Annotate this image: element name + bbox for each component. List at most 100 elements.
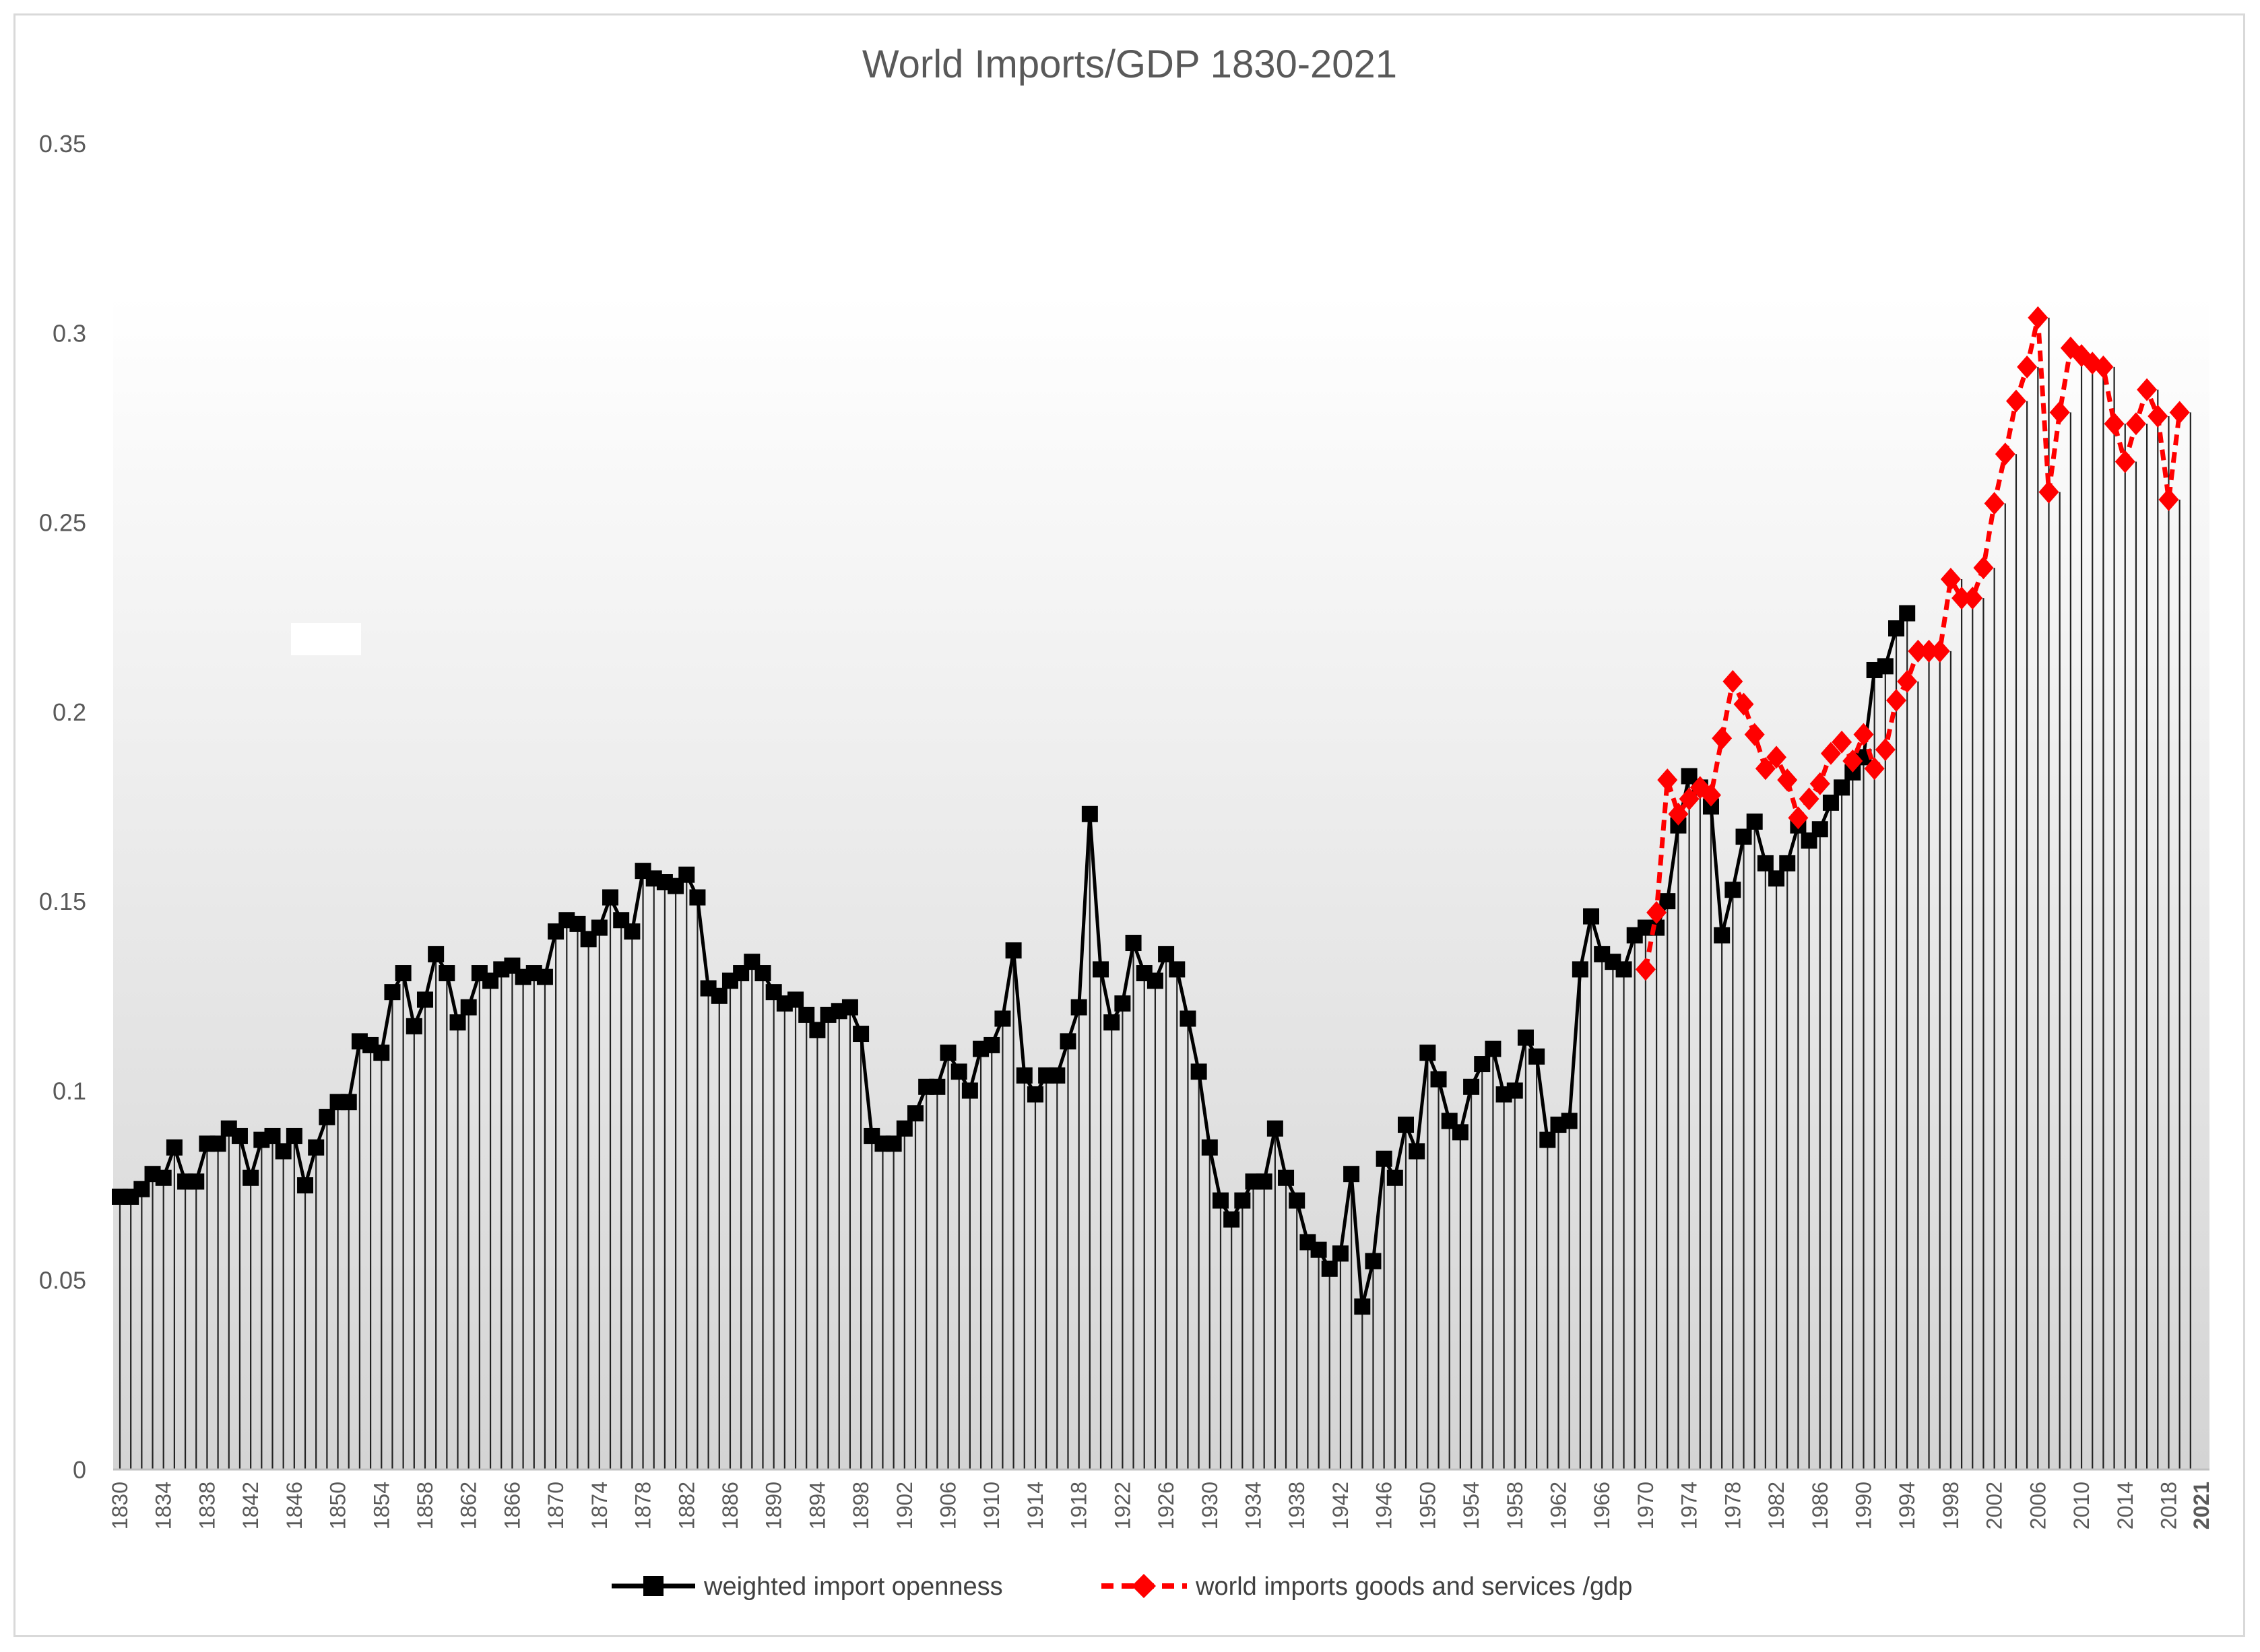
weighted-point (1158, 946, 1175, 962)
x-tick-label: 1866 (500, 1482, 524, 1529)
x-tick-label: 1878 (631, 1482, 655, 1529)
weighted-point (1811, 821, 1828, 838)
x-tick-label: 1930 (1198, 1482, 1222, 1529)
weighted-point (1539, 1131, 1556, 1148)
plot-area-highlight (291, 623, 361, 655)
weighted-point (940, 1045, 957, 1061)
weighted-point (1822, 794, 1839, 811)
x-tick-label: 1978 (1720, 1482, 1745, 1529)
weighted-point (406, 1018, 422, 1034)
weighted-point (1779, 855, 1796, 871)
weighted-point (1234, 1192, 1251, 1209)
weighted-point (885, 1135, 902, 1152)
weighted-point (188, 1173, 205, 1190)
weighted-point (340, 1094, 357, 1111)
x-tick-label: 1934 (1241, 1482, 1266, 1529)
world-imports-point (2158, 488, 2179, 511)
weighted-point (1060, 1033, 1076, 1050)
weighted-point (1266, 1120, 1283, 1137)
chart-title: World Imports/GDP 1830-2021 (862, 42, 1397, 86)
x-tick-label: 1882 (674, 1482, 699, 1529)
weighted-point (1212, 1192, 1229, 1209)
x-tick-label: 1838 (195, 1482, 219, 1529)
weighted-point (950, 1063, 967, 1080)
x-tick-label: 1950 (1415, 1482, 1440, 1529)
x-tick-label: 1898 (849, 1482, 873, 1529)
world-imports-point (1918, 639, 1939, 663)
world-imports-point (2093, 355, 2114, 378)
world-imports-point (1799, 787, 1819, 811)
weighted-point (787, 991, 804, 1008)
x-tick-label: 1918 (1067, 1482, 1091, 1529)
series-layer (112, 306, 2190, 1315)
weighted-point (678, 866, 695, 883)
y-tick-label: 0 (73, 1456, 86, 1484)
weighted-point (1386, 1169, 1403, 1186)
weighted-point (1463, 1078, 1480, 1095)
weighted-point (602, 889, 619, 906)
legend-label-weighted: weighted import openness (703, 1573, 1003, 1601)
weighted-point (1005, 942, 1022, 959)
y-axis: 0 0.05 0.1 0.15 0.2 0.25 0.3 0.35 (39, 130, 86, 1484)
x-tick-label: 1938 (1285, 1482, 1309, 1529)
weighted-point (416, 991, 433, 1008)
y-tick-label: 0.2 (53, 698, 86, 726)
x-tick-label: 1858 (413, 1482, 437, 1529)
world-imports-point (2125, 412, 2146, 436)
x-tick-label: 1902 (893, 1482, 917, 1529)
world-imports-point (2005, 389, 2026, 413)
weighted-point (569, 915, 586, 932)
weighted-point (1103, 1014, 1120, 1031)
x-tick-label: 1846 (282, 1482, 306, 1529)
world-imports-point (1886, 688, 1907, 712)
weighted-point (798, 1006, 815, 1023)
x-tick-label: 1982 (1764, 1482, 1788, 1529)
world-imports-point (1864, 757, 1885, 781)
weighted-point (449, 1014, 466, 1031)
world-imports-point (1853, 723, 1874, 746)
weighted-point (384, 984, 401, 1001)
x-tick-label: 1922 (1110, 1482, 1134, 1529)
x-tick-label: 2006 (2026, 1482, 2050, 1529)
drop-lines (119, 317, 2191, 1469)
weighted-point (1343, 1166, 1360, 1183)
x-tick-label: 1834 (152, 1482, 176, 1529)
weighted-point (1430, 1071, 1447, 1088)
legend-label-world: world imports goods and services /gdp (1195, 1573, 1632, 1601)
world-imports-point (1940, 567, 1961, 591)
weighted-point (319, 1109, 335, 1125)
world-imports-point (2049, 401, 2070, 424)
weighted-point (1474, 1056, 1491, 1073)
world-imports-point (1657, 768, 1678, 792)
world-imports-point (1995, 442, 2015, 466)
weighted-point (1768, 870, 1785, 887)
world-imports-point (2169, 401, 2190, 424)
world-imports-point (1646, 901, 1667, 925)
x-tick-label: 1990 (1851, 1482, 1875, 1529)
world-imports-point (1777, 768, 1798, 792)
world-imports-point (2137, 378, 2158, 401)
x-tick-label: 1926 (1154, 1482, 1178, 1529)
world-imports-point (1929, 639, 1950, 663)
x-tick-label: 1966 (1590, 1482, 1614, 1529)
weighted-point (133, 1181, 150, 1197)
weighted-point (896, 1120, 913, 1137)
y-tick-label: 0.25 (39, 509, 86, 537)
x-tick-label: 1894 (805, 1482, 829, 1529)
world-imports-point (1973, 556, 1994, 580)
weighted-point (1834, 779, 1850, 796)
weighted-point (1289, 1192, 1305, 1209)
weighted-point (1398, 1117, 1415, 1133)
x-tick-label: 1962 (1546, 1482, 1570, 1529)
world-imports-point (1809, 772, 1830, 795)
weighted-point (907, 1105, 924, 1122)
world-imports-point (2148, 405, 2168, 428)
legend: weighted import openness world imports g… (612, 1573, 1632, 1601)
weighted-point (1321, 1260, 1338, 1277)
weighted-point (1027, 1086, 1043, 1103)
x-tick-label: 1954 (1459, 1482, 1483, 1529)
weighted-point (1485, 1040, 1502, 1057)
x-tick-label: 1998 (1939, 1482, 1963, 1529)
weighted-point (1572, 961, 1588, 978)
